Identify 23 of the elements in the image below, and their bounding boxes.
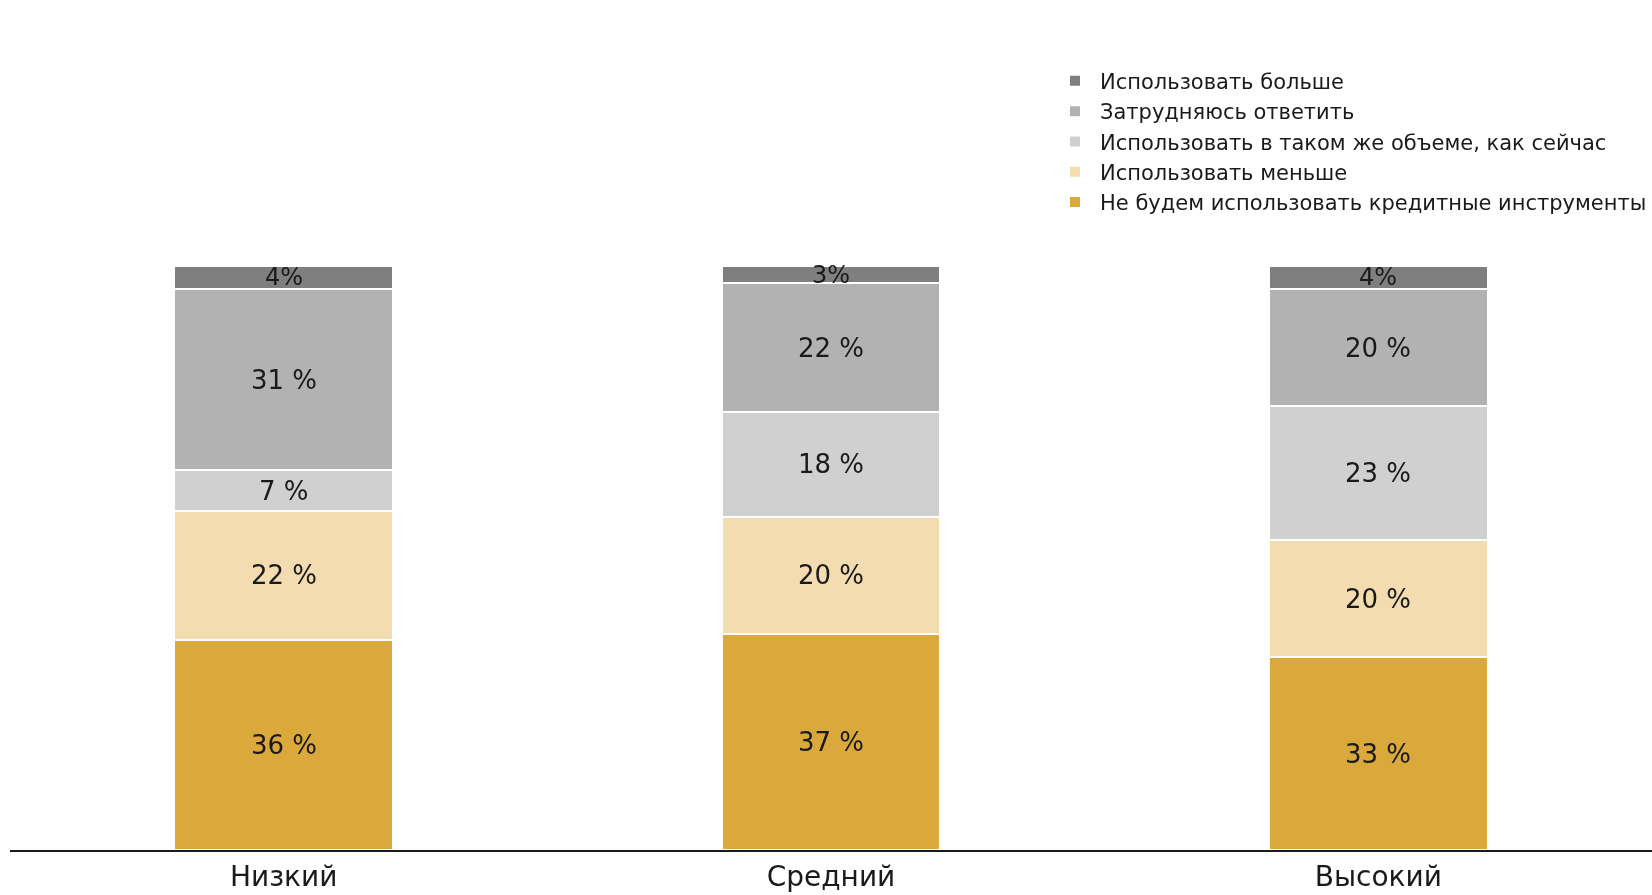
x-tick-label: Средний	[766, 859, 896, 893]
legend-label: Использовать больше	[1100, 70, 1344, 95]
data-label: 36 %	[251, 730, 318, 760]
data-label: 4%	[1359, 263, 1398, 291]
data-label: 7 %	[259, 476, 309, 506]
legend-label: Не будем использовать кредитные инструменты	[1100, 191, 1647, 216]
legend-label: Затрудняюсь ответить	[1100, 100, 1355, 125]
data-label: 23 %	[1345, 458, 1412, 488]
data-label: 20 %	[798, 560, 865, 590]
data-label: 3%	[812, 261, 851, 289]
data-label: 20 %	[1345, 333, 1412, 363]
data-label: 20 %	[1345, 584, 1412, 614]
data-label: 18 %	[798, 449, 865, 479]
x-tick-label: Высокий	[1314, 859, 1442, 893]
data-label: 22 %	[251, 560, 318, 590]
data-label: 37 %	[798, 727, 865, 757]
data-label: 4%	[265, 263, 304, 291]
x-tick-label: Низкий	[229, 859, 338, 893]
legend-label: Использовать меньше	[1100, 160, 1348, 185]
data-label: 33 %	[1345, 739, 1412, 769]
data-label: 22 %	[798, 333, 865, 363]
data-label: 31 %	[251, 365, 318, 395]
legend-label: Использовать в таком же объеме, как сейчас	[1100, 130, 1607, 155]
